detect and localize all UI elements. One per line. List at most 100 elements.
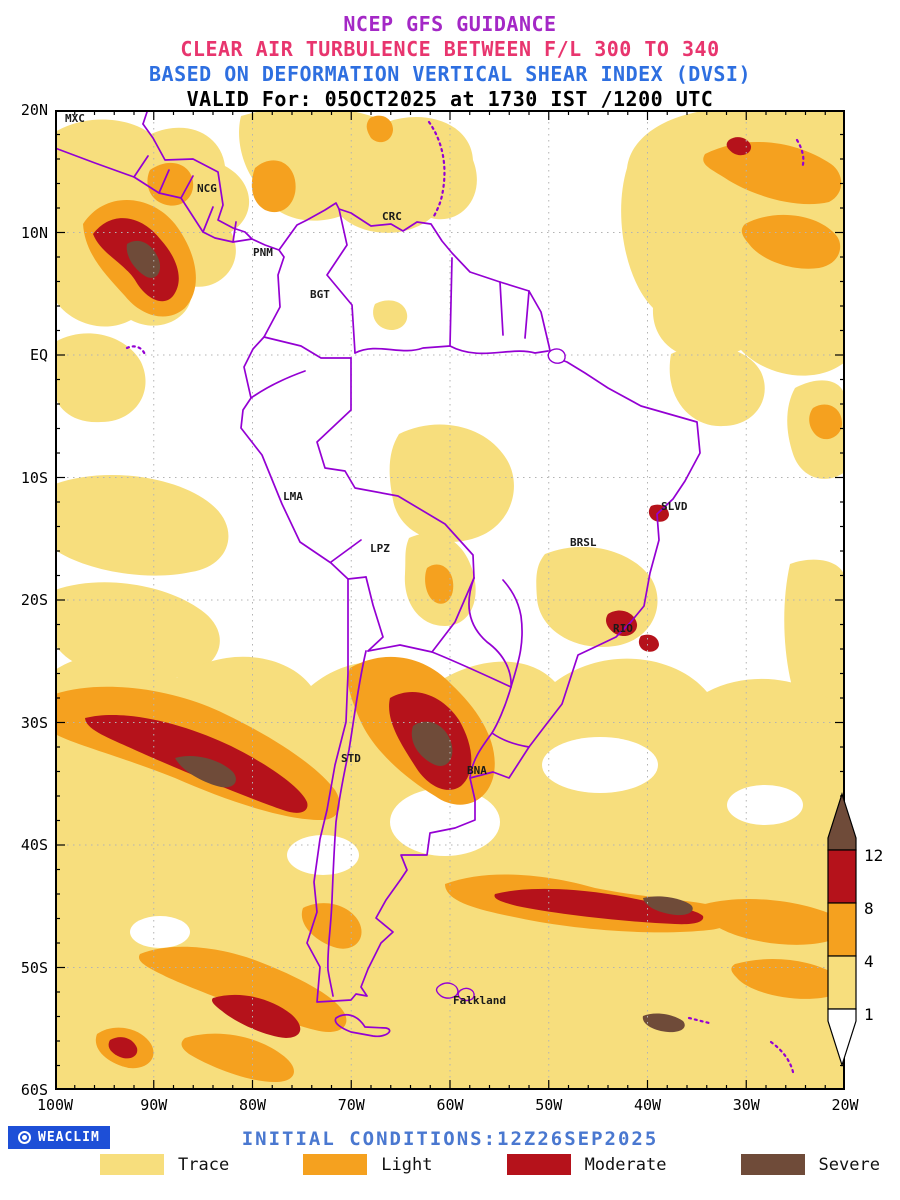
yucatan-coast — [142, 111, 148, 125]
island-dash — [687, 1016, 711, 1025]
guianas-brazil-border — [449, 345, 549, 355]
city-label-bna: BNA — [467, 764, 487, 777]
lon-tick-label: 80W — [238, 1096, 267, 1114]
guyana-suriname-borders — [499, 281, 530, 339]
lon-tick-label: 100W — [36, 1096, 74, 1114]
weaclim-logo[interactable]: WEACLIM — [8, 1126, 110, 1149]
lon-tick-label: 60W — [436, 1096, 464, 1114]
legend-label: Moderate — [584, 1154, 667, 1175]
colombia-venezuela-border — [326, 208, 356, 354]
legend-swatch-trace — [100, 1154, 164, 1175]
lon-tick-label: 50W — [535, 1096, 563, 1114]
city-label-lpz: LPZ — [370, 542, 390, 555]
city-label-mxc: MXC — [65, 112, 85, 125]
legend-item-moderate: Moderate — [506, 1154, 667, 1175]
intensity-legend: Trace Light Moderate Severe — [100, 1154, 880, 1175]
city-label-crc: CRC — [382, 210, 402, 223]
lat-tick-label: 60S — [20, 1081, 48, 1099]
paraguay-argentina-border — [431, 651, 512, 688]
initial-conditions-text: INITIAL CONDITIONS:12Z26SEP2025 — [241, 1128, 659, 1150]
peru-ecuador-border — [250, 370, 306, 399]
central-america-caribbean-coast — [142, 123, 253, 240]
title-model: NCEP GFS GUIDANCE — [343, 12, 557, 36]
paraguay-river-border — [468, 577, 512, 688]
falkland-west-island — [435, 982, 459, 999]
uruguay-argentina-border — [469, 732, 493, 779]
city-label-brsl: BRSL — [570, 536, 597, 549]
colorbar-moderate-segment — [827, 849, 857, 904]
map-frame — [55, 110, 845, 1090]
south-atlantic-dots — [769, 1040, 795, 1074]
city-label-slvd: SLVD — [661, 500, 688, 513]
city-label-std: STD — [341, 752, 361, 765]
colorbar-light-segment — [827, 902, 857, 957]
legend-swatch-moderate — [506, 1154, 571, 1175]
legend-label: Light — [381, 1154, 433, 1175]
venezuela-brazil-border — [354, 345, 451, 354]
colorbar-tick-label: 8 — [864, 899, 874, 918]
city-label-falkland: Falkland — [453, 994, 506, 1007]
coastlines-and-borders — [55, 111, 805, 1074]
north-atlantic-dots — [795, 138, 805, 170]
turbulence-map: MXC NCG CRC PNM BGT LMA LPZ BRSL SLVD RIO STD BNA Fa… — [55, 110, 845, 1090]
weaclim-logo-icon — [18, 1131, 31, 1144]
legend-item-severe: Severe — [740, 1154, 880, 1175]
falkland-east-island — [457, 987, 475, 1002]
peru-chile-border — [347, 576, 367, 580]
lesser-antilles-arc — [427, 120, 446, 220]
city-label-pnm: PNM — [253, 246, 273, 259]
central-america-borders — [133, 155, 237, 243]
galapagos-dots — [125, 345, 147, 357]
weaclim-logo-text: WEACLIM — [38, 1130, 100, 1145]
legend-item-light: Light — [303, 1154, 432, 1175]
title-product: CLEAR AIR TURBULENCE BETWEEN F/L 300 TO … — [180, 37, 720, 61]
map-area: MXC NCG CRC PNM BGT LMA LPZ BRSL SLVD RIO STD BNA Fa… — [55, 110, 845, 1090]
chile-bolivia-border — [365, 576, 384, 652]
lat-tick-label: 20S — [20, 591, 48, 609]
legend-swatch-severe — [740, 1154, 805, 1175]
colorbar-none-segment — [827, 1008, 857, 1067]
colombia-ecuador-peru-border — [263, 336, 352, 359]
colorbar-tick-label: 4 — [864, 952, 874, 971]
colorbar-severe-segment — [827, 792, 857, 851]
peru-bolivia-border — [330, 539, 362, 563]
argentina-chile-border — [326, 650, 367, 997]
clear-air-gaps-layer — [130, 737, 803, 948]
city-label-rio: RIO — [613, 622, 633, 635]
lat-tick-label: 40S — [20, 836, 48, 854]
colorbar-tick-label: 1 — [864, 1005, 874, 1024]
lat-tick-label: EQ — [29, 346, 48, 364]
legend-label: Trace — [178, 1154, 230, 1175]
city-labels: MXC NCG CRC PNM BGT LMA LPZ BRSL SLVD RIO STD BNA Fa… — [65, 112, 688, 1007]
city-label-bgt: BGT — [310, 288, 330, 301]
grid-layer — [55, 110, 845, 1090]
severe-turbulence-layer — [126, 240, 693, 1033]
lat-tick-label: 50S — [20, 958, 48, 977]
venezuela-guyana-border — [449, 257, 453, 347]
colorbar: 12 8 4 1 — [827, 792, 883, 1067]
lat-tick-label: 10S — [20, 468, 48, 487]
legend-swatch-light — [303, 1154, 368, 1175]
colorbar-trace-segment — [827, 955, 857, 1010]
legend-item-trace: Trace — [100, 1154, 229, 1175]
tierra-del-fuego-coastline — [334, 1013, 391, 1038]
lon-tick-label: 20W — [831, 1096, 859, 1114]
lat-tick-label: 30S — [20, 713, 48, 732]
lat-tick-label: 10N — [20, 223, 48, 242]
colorbar-labels: 12 8 4 1 — [864, 846, 883, 1024]
title-valid-time: VALID For: 05OCT2025 at 1730 IST /1200 U… — [186, 87, 714, 111]
legend-label: Severe — [818, 1154, 880, 1175]
title-method: BASED ON DEFORMATION VERTICAL SHEAR INDE… — [149, 62, 751, 86]
colorbar-tick-label: 12 — [864, 846, 883, 865]
brazil-paraguay-border — [502, 579, 523, 688]
lon-tick-label: 70W — [337, 1096, 365, 1114]
city-label-lma: LMA — [283, 490, 303, 503]
marajo-island — [547, 348, 566, 364]
peru-brazil-bolivia-border — [316, 357, 475, 579]
moderate-turbulence-layer — [85, 137, 752, 1059]
lon-tick-label: 90W — [140, 1096, 168, 1114]
city-label-ncg: NCG — [197, 182, 217, 195]
lon-tick-label: 40W — [633, 1096, 662, 1114]
lon-tick-label: 30W — [732, 1096, 760, 1114]
